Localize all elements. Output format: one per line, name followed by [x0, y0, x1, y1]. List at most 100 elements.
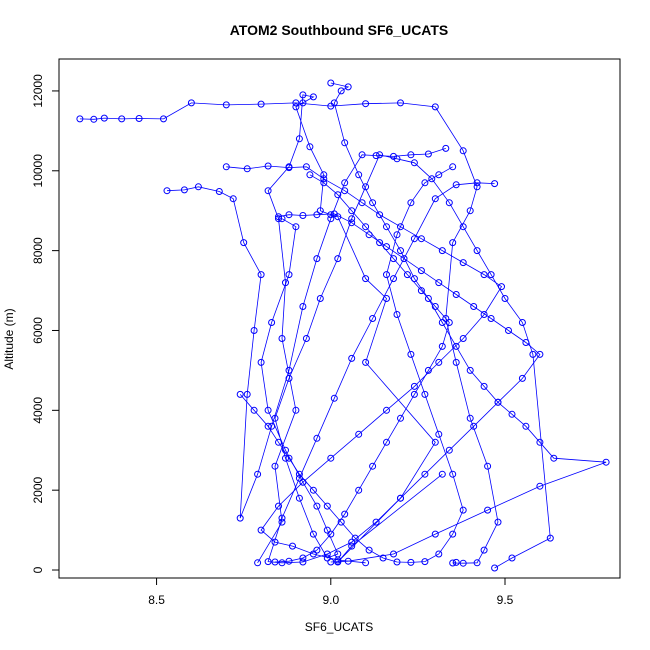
data-point	[424, 150, 432, 158]
data-point	[316, 295, 324, 302]
data-point	[257, 271, 265, 279]
data-point	[323, 526, 331, 534]
data-point	[327, 215, 335, 223]
series-8	[264, 179, 544, 567]
data-point	[459, 506, 467, 514]
data-point	[431, 530, 439, 538]
data-point	[449, 239, 457, 247]
data-point	[254, 559, 262, 567]
data-point	[327, 79, 335, 87]
x-tick-label: 9.5	[497, 593, 514, 607]
data-point	[459, 259, 467, 267]
data-point	[417, 287, 425, 295]
data-point	[435, 279, 443, 287]
y-tick-label: 8000	[31, 237, 45, 264]
data-point	[362, 358, 370, 366]
data-point	[452, 342, 460, 350]
data-point	[278, 335, 286, 342]
data-point	[438, 342, 446, 350]
data-point	[348, 354, 356, 362]
data-point	[442, 144, 450, 152]
data-point	[118, 115, 126, 123]
data-point	[428, 175, 436, 183]
data-point	[452, 358, 460, 366]
data-point	[264, 406, 272, 414]
data-point	[372, 518, 380, 526]
data-point	[282, 454, 289, 462]
data-point	[264, 558, 272, 566]
data-point	[330, 394, 338, 402]
data-point	[452, 181, 460, 189]
data-point	[438, 247, 446, 255]
data-point	[397, 494, 404, 502]
data-point	[264, 162, 272, 170]
data-point	[487, 315, 495, 322]
data-point	[369, 462, 377, 470]
data-point	[393, 558, 401, 566]
y-axis-label: Altitude (m)	[2, 308, 16, 369]
data-point	[250, 406, 258, 414]
data-point	[309, 550, 317, 558]
data-point	[285, 271, 293, 279]
series-line	[267, 182, 541, 564]
data-point	[536, 350, 544, 358]
data-point	[289, 542, 296, 550]
data-point	[222, 163, 230, 171]
data-point	[271, 414, 279, 422]
data-point	[285, 374, 293, 382]
data-point	[194, 183, 202, 191]
data-point	[348, 207, 356, 215]
data-point	[254, 470, 262, 478]
data-point	[473, 183, 481, 191]
data-point	[431, 195, 439, 203]
data-point	[365, 231, 373, 239]
y-tick-label: 4000	[31, 397, 45, 424]
data-point	[410, 159, 418, 167]
data-point	[313, 211, 321, 219]
series-7	[222, 162, 505, 567]
data-point	[494, 398, 502, 406]
data-point	[365, 546, 373, 554]
data-point	[299, 554, 307, 562]
data-point	[369, 315, 377, 322]
data-point	[327, 454, 335, 462]
data-point	[421, 470, 429, 478]
data-point	[407, 558, 415, 566]
data-point	[243, 165, 251, 173]
data-point	[536, 438, 544, 446]
data-point	[435, 550, 443, 558]
data-point	[376, 151, 384, 159]
data-point	[536, 482, 544, 490]
data-point	[480, 546, 488, 554]
data-point	[470, 303, 478, 310]
data-point	[487, 271, 495, 279]
data-point	[180, 186, 188, 194]
y-tick-label: 2000	[31, 476, 45, 503]
data-point	[271, 462, 279, 470]
data-point	[491, 564, 499, 572]
data-point	[393, 311, 401, 318]
data-point	[459, 335, 467, 342]
series-4	[327, 79, 610, 566]
data-point	[282, 279, 289, 287]
data-point	[379, 554, 387, 562]
axes-layer: 8.5 9.0 9.5 0 2000 4000 6000 8000 10000 12000	[31, 74, 514, 607]
data-point	[292, 223, 300, 231]
data-point	[473, 559, 481, 567]
data-point	[275, 438, 282, 446]
data-point	[410, 235, 418, 243]
data-point	[397, 99, 404, 107]
y-tick-label: 0	[31, 566, 45, 573]
data-point	[355, 486, 363, 494]
data-point	[313, 546, 321, 554]
data-point	[417, 235, 425, 243]
data-point	[494, 518, 502, 526]
data-point	[442, 315, 450, 322]
data-point	[330, 99, 338, 107]
data-point	[445, 319, 453, 326]
data-point	[383, 223, 390, 231]
data-point	[275, 213, 282, 221]
series-line	[257, 94, 443, 564]
data-point	[546, 534, 554, 542]
data-point	[466, 366, 474, 374]
